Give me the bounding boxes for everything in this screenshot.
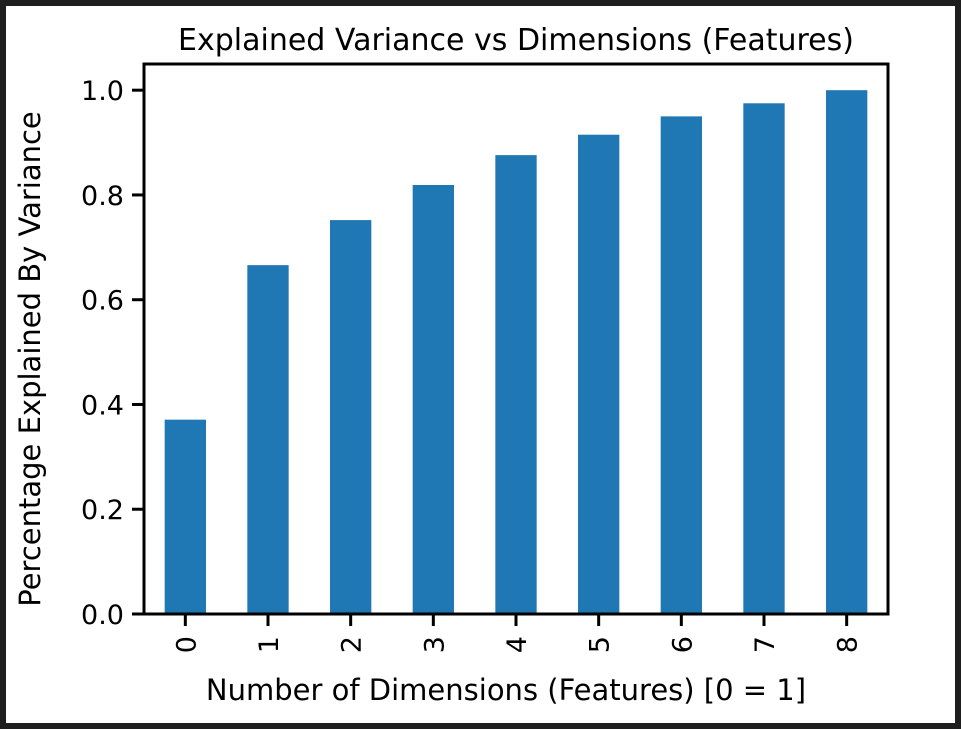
x-tick-label: 2 [337,636,368,653]
bar-1 [247,265,289,614]
bar-6 [660,116,702,614]
x-axis-title: Number of Dimensions (Features) [0 = 1] [206,673,806,707]
x-tick-label: 0 [171,636,202,653]
chart-figure: Explained Variance vs Dimensions (Featur… [6,6,955,723]
bar-8 [826,90,868,614]
y-axis-ticks: 0.0 0.2 0.4 0.6 0.8 1.0 [81,76,144,631]
bar-5 [578,134,620,614]
x-tick-label: 4 [502,636,533,653]
y-axis-title: Percentage Explained By Variance [13,111,47,607]
chart-title: Explained Variance vs Dimensions (Featur… [178,23,854,58]
x-tick-label: 1 [254,636,285,653]
x-tick-label: 5 [585,636,616,653]
x-tick-label: 3 [419,636,450,653]
y-tick-label: 0.2 [81,495,124,526]
y-tick-label: 0.6 [81,286,124,317]
y-tick-label: 1.0 [81,76,124,107]
bar-2 [330,220,372,614]
y-tick-label: 0.8 [81,181,124,212]
x-tick-label: 7 [750,636,781,653]
bar-0 [164,419,206,614]
x-tick-label: 6 [667,636,698,653]
x-tick-label: 8 [833,636,864,653]
x-axis-ticks: 0 1 2 3 4 5 6 7 8 [171,614,864,653]
bar-4 [495,155,537,614]
plot-frame [142,62,890,616]
bars-group [164,90,868,615]
bar-chart: Explained Variance vs Dimensions (Featur… [13,23,890,707]
bar-3 [412,185,454,614]
y-tick-label: 0.0 [81,600,124,631]
bar-7 [743,103,785,615]
y-tick-label: 0.4 [81,390,124,421]
